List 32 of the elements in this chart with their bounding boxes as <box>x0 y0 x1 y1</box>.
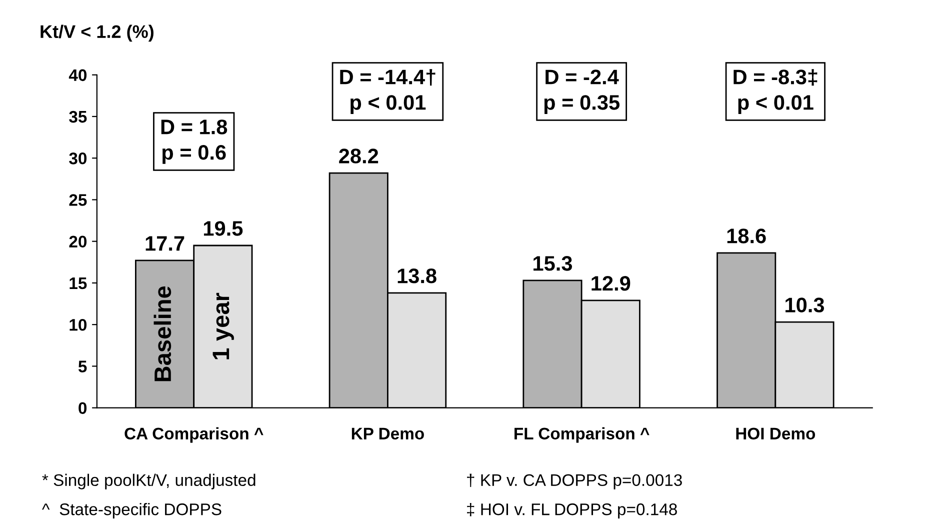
x-tick-label: HOI Demo <box>736 428 816 440</box>
text: ^ State-specific DOPPS <box>42 502 222 519</box>
y-tick-label: 25 <box>69 194 87 206</box>
x-tick-label: KP Demo <box>352 428 424 440</box>
y-tick-label: 35 <box>69 110 87 123</box>
annotation: D = -8.3‡ p < 0.01 <box>734 69 818 114</box>
y-tick-label: 10 <box>70 318 87 331</box>
data-label: 12.9 <box>592 276 630 291</box>
y-tick-label: 20 <box>69 236 87 248</box>
data-label: 19.5 <box>204 221 243 236</box>
y-tick-label: 0 <box>78 402 87 414</box>
y-tick-label: 30 <box>69 152 87 164</box>
y-tick-label: 40 <box>68 69 87 82</box>
data-label: 10.3 <box>786 298 824 312</box>
data-label: 18.6 <box>727 228 766 244</box>
annotation: D = -14.4† p < 0.01 <box>340 69 436 114</box>
data-label: 17.7 <box>146 236 184 251</box>
text: * Single poolKt/V, unadjusted <box>42 474 256 490</box>
text: ‡ HOI v. FL DOPPS p=0.148 <box>467 502 677 519</box>
data-label: 13.8 <box>398 268 436 284</box>
y-axis-title: Kt/V < 1.2 (%) <box>40 24 154 42</box>
x-tick-label: FL Comparison ^ <box>514 427 650 443</box>
series-label: 1 year <box>212 292 234 360</box>
data-label: 28.2 <box>339 148 378 164</box>
text: † KP v. CA DOPPS p=0.0013 <box>467 474 682 490</box>
data-label: 15.3 <box>534 256 572 271</box>
y-tick-label: 15 <box>70 278 87 290</box>
y-tick-label: 5 <box>78 360 87 372</box>
series-label: Baseline <box>154 286 172 382</box>
annotation: D = 1.8 p = 0.6 <box>161 120 228 164</box>
x-tick-label: CA Comparison ^ <box>124 427 264 443</box>
annotation: D = -2.4 p = 0.35 <box>544 70 620 114</box>
